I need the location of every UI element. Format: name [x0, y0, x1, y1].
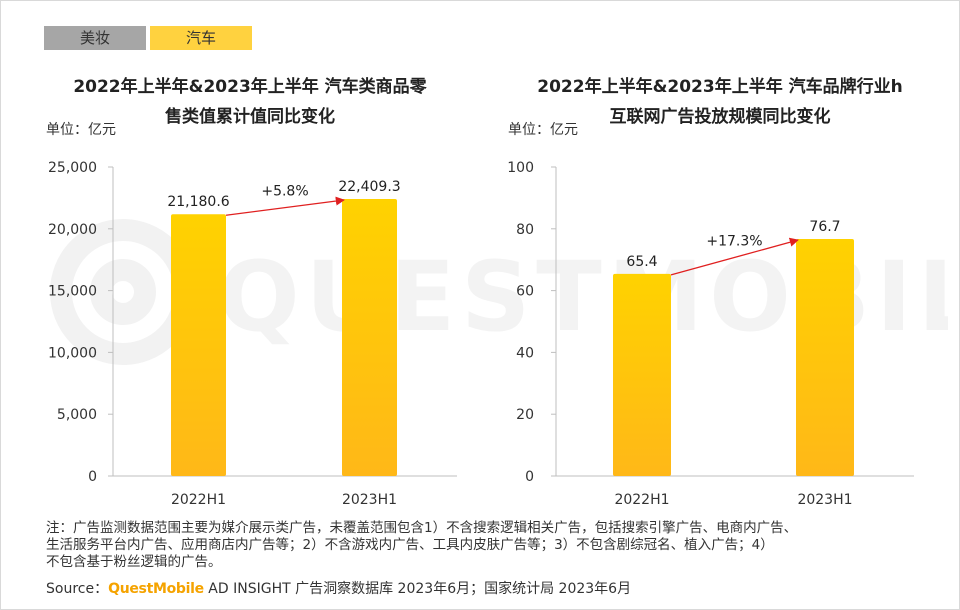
chart1-x-label-2023H1: 2023H1	[342, 492, 397, 508]
chart2-bar-2023H1	[796, 238, 854, 476]
chart1-bar-2023H1	[342, 199, 397, 476]
chart2-ytick-label-1: 20	[516, 407, 534, 423]
chart2-unit: 单位：亿元	[508, 122, 578, 138]
footnote-line3: 不包含基于粉丝逻辑的广告。	[46, 554, 222, 570]
footnote-line1: 注：广告监测数据范围主要为媒介展示类广告，未覆盖范围包含1）不含搜索逻辑相关广告…	[46, 520, 798, 536]
source-rest: AD INSIGHT 广告洞察数据库 2023年6月；国家统计局 2023年6月	[203, 581, 632, 597]
source-line: Source：QuestMobile AD INSIGHT 广告洞察数据库 20…	[46, 578, 631, 598]
footnote-line2: 生活服务平台内广告、应用商店内广告等；2）不含游戏内广告、工具内皮肤广告等；3）…	[46, 537, 774, 553]
chart1-unit: 单位：亿元	[46, 122, 116, 138]
chart1-ytick-label-5: 25,000	[48, 160, 97, 176]
chart1-growth-label: +5.8%	[261, 184, 308, 200]
chart1-title-line2: 售类值累计值同比变化	[165, 107, 335, 127]
chart2-ytick-label-4: 80	[516, 222, 534, 238]
chart1-ytick-label-0: 0	[88, 469, 97, 485]
chart2-title-line1: 2022年上半年&2023年上半年 汽车品牌行业h	[537, 77, 903, 97]
chart2-title-line2: 互联网广告投放规模同比变化	[609, 107, 831, 127]
chart1-bar-2022H1	[171, 214, 226, 477]
chart1-ytick-label-3: 15,000	[48, 284, 97, 300]
chart2-ytick-label-0: 0	[525, 469, 534, 485]
chart2-growth-label: +17.3%	[706, 233, 762, 249]
chart2-x-label-2022H1: 2022H1	[614, 492, 669, 508]
chart1-title-line1: 2022年上半年&2023年上半年 汽车类商品零	[73, 77, 427, 97]
chart2-data-label-2022H1: 65.4	[626, 254, 657, 270]
chart2-growth-arrow	[670, 237, 799, 276]
source-brand: QuestMobile	[108, 581, 204, 597]
chart2-bar-2022H1	[613, 273, 671, 476]
chart1-data-label-2022H1: 21,180.6	[167, 194, 229, 210]
chart1-x-label-2022H1: 2022H1	[171, 492, 226, 508]
chart2-ytick-label-5: 100	[507, 160, 534, 176]
chart1-growth-arrow	[225, 196, 345, 216]
tab-beauty[interactable]: 美妆	[44, 26, 146, 50]
chart2-data-label-2023H1: 76.7	[809, 219, 840, 235]
tab-auto[interactable]: 汽车	[150, 26, 252, 50]
chart2-ytick-label-2: 40	[516, 345, 534, 361]
chart1-title: 2022年上半年&2023年上半年 汽车类商品零 售类值累计值同比变化	[20, 72, 480, 132]
source-prefix: Source：	[46, 581, 109, 597]
chart1-data-label-2023H1: 22,409.3	[338, 179, 400, 195]
footnotes: 注：广告监测数据范围主要为媒介展示类广告，未覆盖范围包含1）不含搜索逻辑相关广告…	[46, 520, 946, 571]
chart1-ytick-label-1: 5,000	[57, 407, 97, 423]
chart2-x-label-2023H1: 2023H1	[797, 492, 852, 508]
chart1-ytick-label-4: 20,000	[48, 222, 97, 238]
category-tabs: 美妆 汽车	[44, 26, 252, 50]
chart2-title: 2022年上半年&2023年上半年 汽车品牌行业h 互联网广告投放规模同比变化	[490, 72, 950, 132]
chart2-ytick-label-3: 60	[516, 284, 534, 300]
chart1-ytick-label-2: 10,000	[48, 345, 97, 361]
